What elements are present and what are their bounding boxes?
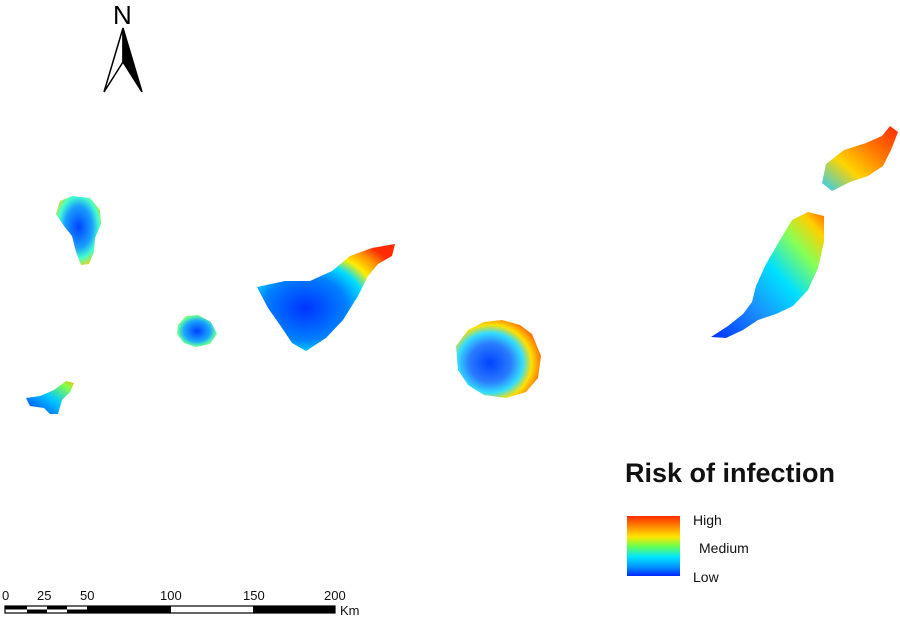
legend-color-ramp: [627, 516, 680, 576]
scale-bar: [4, 605, 336, 614]
legend-label-high: High: [693, 512, 722, 528]
north-arrow-icon: [103, 27, 143, 93]
legend-label-medium: Medium: [699, 540, 749, 556]
island-la-palma: [56, 196, 101, 265]
island-tenerife: [257, 244, 395, 351]
island-gran-canaria: [456, 320, 541, 398]
scale-tick-label: 100: [160, 588, 182, 603]
island-fuerteventura: [711, 212, 824, 338]
legend-label-low: Low: [693, 569, 719, 585]
scale-tick-label: 0: [2, 588, 10, 603]
island-la-gomera: [177, 315, 217, 347]
scale-tick-label: 50: [80, 588, 95, 603]
north-label: N: [113, 0, 132, 30]
scale-tick-label: 25: [37, 588, 52, 603]
island-lanzarote: [822, 126, 898, 191]
legend-title: Risk of infection: [625, 458, 836, 488]
island-el-hierro: [26, 381, 74, 414]
scale-tick-label: 150: [243, 588, 265, 603]
scale-unit-label: Km: [340, 603, 360, 618]
scale-tick-label: 200: [324, 588, 346, 603]
